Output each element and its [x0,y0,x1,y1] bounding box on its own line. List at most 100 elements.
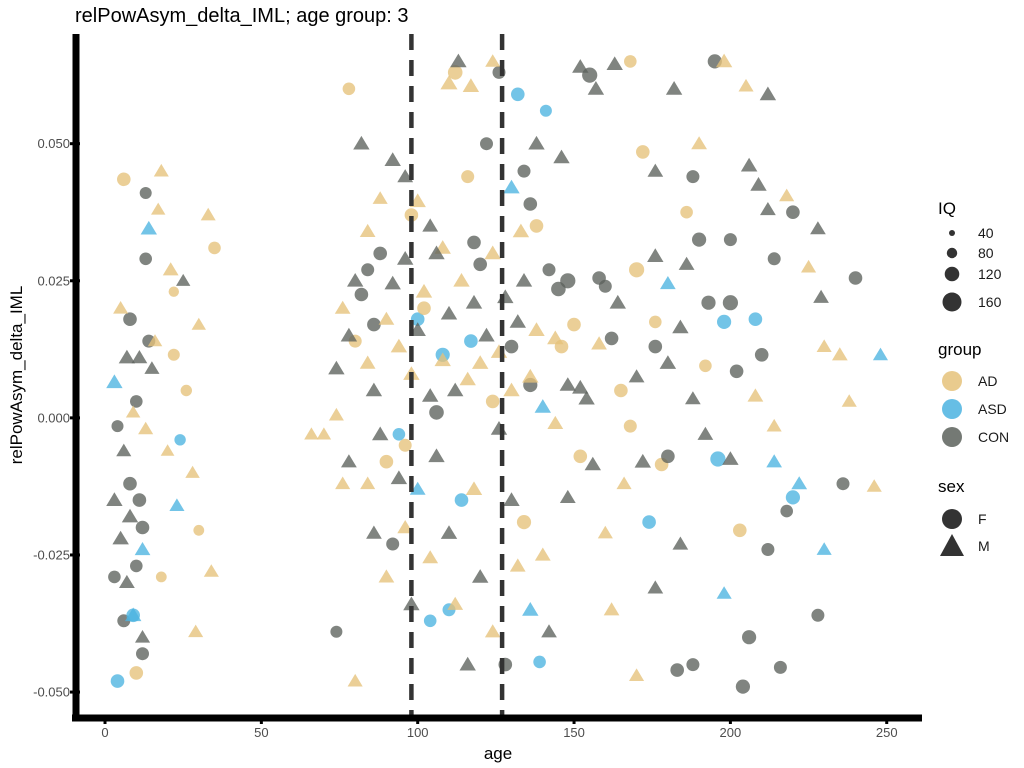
data-point [111,420,124,433]
data-point [428,448,445,463]
data-point [174,434,186,446]
data-point [811,608,825,622]
data-point [573,449,588,464]
data-point [686,170,700,184]
data-point [113,301,129,314]
legend-iq-label: 80 [978,245,994,261]
data-point [347,673,363,687]
data-point [434,352,451,367]
y-axis-ticks: -0.050 -0.025 0.000 0.025 0.050 [33,136,80,700]
data-point [624,55,637,68]
data-point [147,334,163,347]
data-point [485,394,500,409]
data-point [304,427,319,440]
data-point [144,361,160,374]
data-point [139,187,152,199]
data-point [660,276,676,290]
data-point [360,476,376,490]
data-point [409,481,426,495]
data-point [628,369,645,383]
data-point [135,520,150,535]
y-tick-label: 0.000 [37,410,70,425]
data-point [392,428,406,441]
data-point [429,405,444,420]
data-point [353,135,370,150]
data-point [417,301,431,316]
data-point [428,245,445,260]
data-point [517,164,531,178]
legend-sex-key [942,509,962,529]
data-point [678,256,695,270]
data-point [748,312,763,327]
x-axis-title: age [484,744,512,763]
data-point [672,319,689,334]
data-point [872,347,888,361]
data-point [119,574,135,588]
data-point [509,314,526,328]
data-point [447,65,463,80]
data-point [366,525,382,539]
data-point [440,305,458,320]
data-point [422,550,439,564]
data-point [138,421,154,435]
data-point [497,289,514,304]
data-point [167,348,180,361]
data-point [729,364,744,379]
data-point [125,405,141,418]
data-point [162,262,179,276]
data-point [384,275,401,290]
legend-sex-label: M [978,538,990,554]
data-point [747,388,764,402]
data-point [866,479,882,492]
data-point [185,465,200,478]
data-point [123,312,137,327]
chart-title: relPowAsym_delta_IML; age group: 3 [75,5,409,27]
data-point [754,348,769,362]
data-point [384,152,401,166]
data-point [534,399,551,413]
points-layer [106,53,888,694]
data-point [629,668,645,681]
x-tick-label: 250 [876,725,898,740]
data-point [779,188,795,202]
x-tick-label: 50 [254,725,268,740]
data-point [512,223,530,238]
legend-iq-title: IQ [938,199,956,218]
legend-iq-label: 40 [978,225,994,241]
data-point [191,317,206,330]
data-point [112,530,129,545]
data-point [642,515,656,529]
legend-group-key [942,427,962,447]
data-point [629,262,645,278]
data-point [672,536,689,550]
data-point [716,586,732,599]
data-point [766,454,782,468]
legend-iq-key [942,292,962,312]
data-point [330,625,343,638]
data-point [341,454,357,468]
data-point [160,444,175,456]
data-point [647,248,664,262]
data-point [584,456,601,471]
data-point [465,294,483,309]
data-point [335,476,351,490]
data-point [462,78,480,92]
data-point [139,252,152,266]
data-point [760,202,776,216]
data-point [567,317,581,332]
legend-iq-label: 160 [978,294,1002,310]
legend-iq-key [946,247,958,259]
data-point [398,438,412,452]
data-point [193,524,205,536]
legend-group-label: AD [978,373,997,389]
data-point [665,81,683,95]
data-point [522,368,539,383]
data-point [740,157,758,172]
data-point [106,492,123,506]
data-point [785,490,801,505]
data-point [801,259,817,273]
data-point [461,170,475,184]
data-point [472,355,489,369]
data-point [509,558,526,572]
data-point [522,602,539,616]
